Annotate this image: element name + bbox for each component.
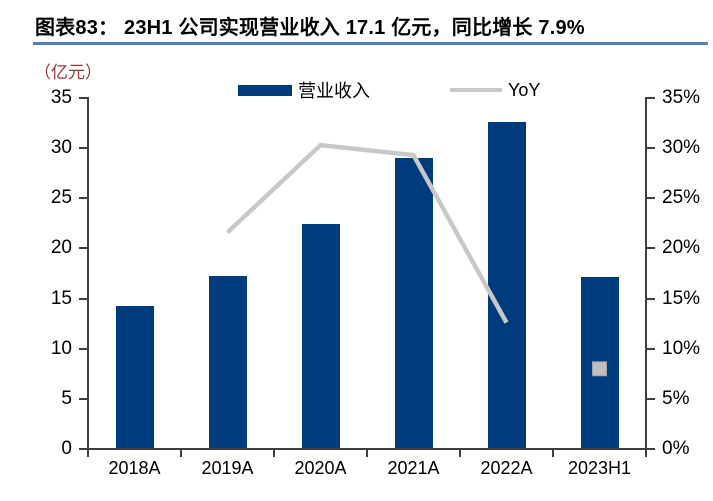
x-axis-tick	[459, 450, 461, 457]
right-axis-tick	[646, 197, 655, 200]
x-axis	[85, 448, 649, 450]
right-axis-tick-label: 0%	[662, 438, 690, 459]
left-axis-tick	[79, 147, 88, 150]
legend-item-yoy: YoY	[450, 79, 541, 100]
left-axis-tick-label: 20	[50, 237, 72, 259]
right-axis-tick-label: 15%	[662, 287, 701, 309]
left-axis-tick-label: 35	[50, 87, 72, 108]
x-axis-category-label: 2018A	[108, 458, 161, 478]
x-axis-tick	[87, 450, 89, 457]
bar-2018A	[115, 305, 154, 448]
title-underline	[33, 42, 708, 45]
left-axis-tick-label: 5	[61, 387, 72, 409]
right-axis-tick	[646, 347, 655, 350]
right-axis-tick-label: 20%	[662, 237, 701, 259]
left-axis-tick	[79, 197, 88, 200]
right-axis-tick-label: 5%	[662, 387, 690, 409]
x-axis-tick	[366, 450, 368, 457]
right-axis-tick-label: 10%	[662, 337, 701, 359]
left-axis-tick	[79, 247, 88, 250]
yoy-line	[225, 142, 509, 324]
bar-2020A	[301, 224, 340, 448]
x-axis-category-label: 2020A	[294, 458, 347, 478]
left-axis-tick	[79, 97, 88, 99]
legend-label-yoy: YoY	[508, 79, 541, 100]
unit-label: （亿元）	[34, 63, 102, 82]
x-axis-tick	[180, 450, 182, 457]
x-axis-category-label: 2021A	[387, 458, 440, 478]
legend-label-revenue: 营业收入	[298, 81, 370, 101]
legend-line-swatch-icon	[450, 88, 502, 92]
right-axis-tick	[646, 297, 655, 300]
bar-2021A	[394, 158, 433, 448]
left-axis-tick	[79, 448, 88, 450]
left-axis-tick	[79, 347, 88, 350]
right-axis-tick-label: 25%	[662, 187, 701, 209]
x-axis-category-label: 2023H1	[567, 458, 632, 478]
right-axis-tick	[646, 147, 655, 150]
left-axis-tick-label: 15	[50, 287, 72, 309]
bar-2022A	[487, 122, 526, 448]
x-axis-category-label: 2019A	[201, 458, 254, 478]
right-axis-tick-label: 30%	[662, 137, 701, 159]
left-axis-tick-label: 25	[50, 187, 72, 209]
left-axis-tick	[79, 297, 88, 300]
figure-title: 图表83： 23H1 公司实现营业收入 17.1 亿元，同比增长 7.9%	[35, 17, 585, 39]
x-axis-tick	[645, 450, 647, 457]
y-axis-right	[645, 97, 647, 450]
right-axis-tick	[646, 247, 655, 250]
left-axis-tick-label: 30	[50, 137, 72, 159]
bar-2019A	[208, 275, 247, 448]
right-axis-tick	[646, 448, 655, 450]
left-axis-tick-label: 10	[50, 337, 72, 359]
yoy-marker-2023H1	[592, 361, 607, 377]
x-axis-tick	[552, 450, 554, 457]
y-axis-left	[87, 97, 89, 450]
right-axis-tick	[646, 97, 655, 99]
x-axis-category-label: 2022A	[480, 458, 533, 478]
left-axis-tick-label: 0	[61, 438, 72, 459]
legend-bar-swatch-icon	[238, 84, 292, 96]
right-axis-tick	[646, 397, 655, 400]
left-axis-tick	[79, 397, 88, 400]
right-axis-tick-label: 35%	[662, 87, 701, 108]
x-axis-tick	[273, 450, 275, 457]
legend-item-revenue: 营业收入	[238, 81, 370, 101]
